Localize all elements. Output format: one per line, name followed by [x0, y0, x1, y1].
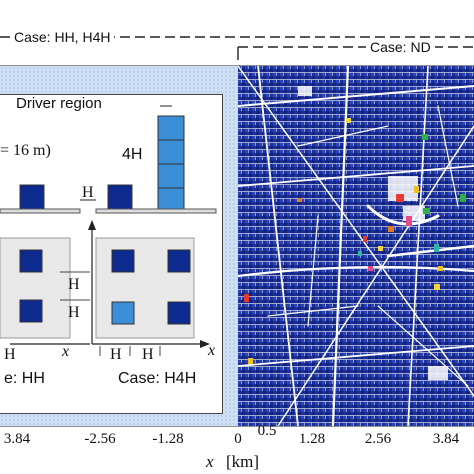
urban-map: [238, 66, 474, 426]
case-label-h4h-bottom: Case: H4H: [118, 370, 197, 387]
plan-view-h4h: [88, 220, 210, 356]
tick-label: 3.84: [432, 431, 460, 447]
h-bottom-left: H: [4, 346, 16, 363]
urban-map-panel: [238, 66, 474, 426]
tick-label: -1.28: [152, 431, 184, 447]
h-bottom-mid1: H: [110, 346, 122, 363]
spacing-note: = 16 m): [0, 142, 51, 159]
case-label-nd: Case: ND: [366, 38, 435, 56]
x-axis-title-unit: [km]: [226, 452, 260, 471]
x-axis-label-right: x: [208, 342, 216, 359]
h-plan-lower: H: [68, 304, 80, 321]
tick-label: 0.5: [257, 423, 277, 439]
case-label-hh-h4h: Case: HH, H4H: [10, 28, 115, 46]
tick-label: -2.56: [84, 431, 116, 447]
h-side-label: H: [82, 184, 94, 201]
x-axis-title-var: x: [206, 452, 214, 471]
side-ground-1: [0, 208, 81, 214]
tower-4h: [157, 115, 185, 211]
case-label-hh-bottom: e: HH: [4, 370, 45, 387]
tick-label: 2.56: [364, 431, 392, 447]
label-4h: 4H: [122, 146, 143, 163]
driver-region-label: Driver region: [16, 95, 102, 112]
tick-label: 1.28: [298, 431, 326, 447]
plan-view-hh: [0, 237, 90, 345]
h-plan-upper: H: [68, 276, 80, 293]
side-ground-2: [95, 208, 217, 214]
h-bottom-mid2: H: [142, 346, 154, 363]
tick-label: 3.84: [3, 431, 31, 447]
x-axis-label-left: x: [62, 343, 70, 360]
side-block-1: [19, 184, 45, 210]
side-block-2: [107, 184, 133, 210]
tick-label: 0: [234, 431, 242, 447]
